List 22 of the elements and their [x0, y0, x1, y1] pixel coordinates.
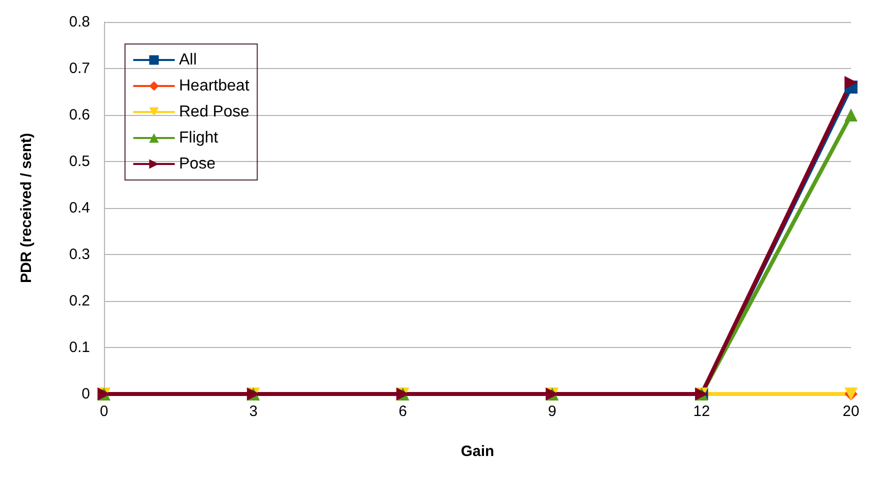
y-tick-label: 0.5 [69, 153, 90, 170]
y-tick-label: 0.8 [69, 14, 90, 30]
legend-label: Heartbeat [179, 78, 250, 94]
x-tick-label: 9 [548, 403, 556, 420]
y-tick-label: 0.6 [69, 106, 90, 124]
y-tick-label: 0.1 [69, 339, 90, 356]
x-tick-label: 6 [398, 403, 407, 420]
legend-label: Red Pose [179, 104, 250, 120]
y-tick-label: 0.7 [69, 60, 90, 77]
y-axis-title: PDR (received / sent) [18, 132, 35, 284]
y-tick-label: 0 [82, 386, 90, 402]
legend-label: Flight [179, 130, 219, 146]
legend-label: Pose [179, 156, 216, 172]
y-tick-label: 0.2 [69, 292, 90, 310]
y-tick-label: 0.3 [69, 246, 90, 263]
legend-label: All [179, 52, 197, 68]
x-tick-label: 0 [100, 403, 108, 420]
y-tick-label: 0.4 [69, 200, 90, 216]
x-tick-label: 20 [842, 403, 860, 420]
x-axis-title: Gain [460, 443, 494, 460]
x-tick-label: 3 [249, 403, 258, 420]
x-tick-label: 12 [693, 403, 710, 420]
